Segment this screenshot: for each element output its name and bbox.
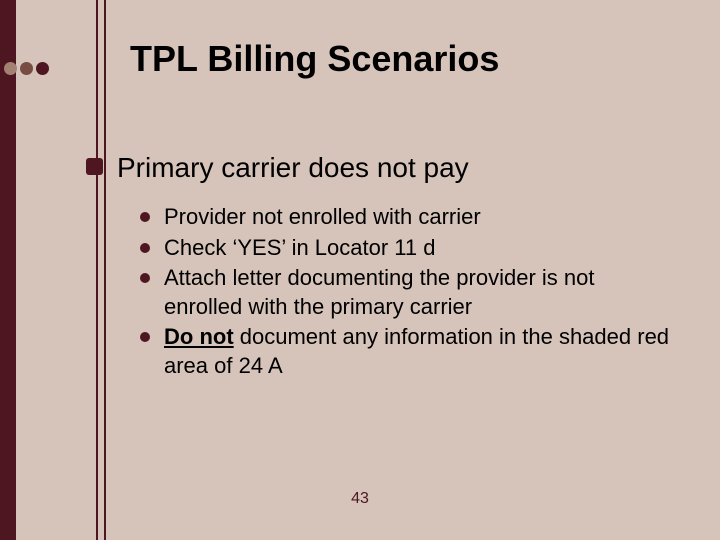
level2-text: Provider not enrolled with carrier <box>164 203 481 232</box>
level2-text: Check ‘YES’ in Locator 11 d <box>164 234 435 263</box>
level2-group: Provider not enrolled with carrierCheck … <box>140 203 676 381</box>
level2-text: Do not document any information in the s… <box>164 323 676 380</box>
page-number: 43 <box>0 490 720 508</box>
dot-1 <box>4 62 17 75</box>
title-area: TPL Billing Scenarios <box>130 38 499 80</box>
dot-3 <box>36 62 49 75</box>
round-bullet-icon <box>140 243 150 253</box>
bullet-level2: Do not document any information in the s… <box>140 323 676 380</box>
slide-title: TPL Billing Scenarios <box>130 38 499 80</box>
bullet-level1: Primary carrier does not pay <box>86 150 676 185</box>
round-bullet-icon <box>140 332 150 342</box>
slide: TPL Billing Scenarios Primary carrier do… <box>0 0 720 540</box>
level1-text: Primary carrier does not pay <box>117 150 469 185</box>
decorative-dots <box>4 62 49 75</box>
round-bullet-icon <box>140 212 150 222</box>
round-bullet-icon <box>140 273 150 283</box>
sidebar-accent <box>0 0 16 540</box>
dot-2 <box>20 62 33 75</box>
bullet-level2: Provider not enrolled with carrier <box>140 203 676 232</box>
bullet-level2: Attach letter documenting the provider i… <box>140 264 676 321</box>
level2-text: Attach letter documenting the provider i… <box>164 264 676 321</box>
bullet-level2: Check ‘YES’ in Locator 11 d <box>140 234 676 263</box>
square-bullet-icon <box>86 158 103 175</box>
body-area: Primary carrier does not pay Provider no… <box>86 150 676 383</box>
